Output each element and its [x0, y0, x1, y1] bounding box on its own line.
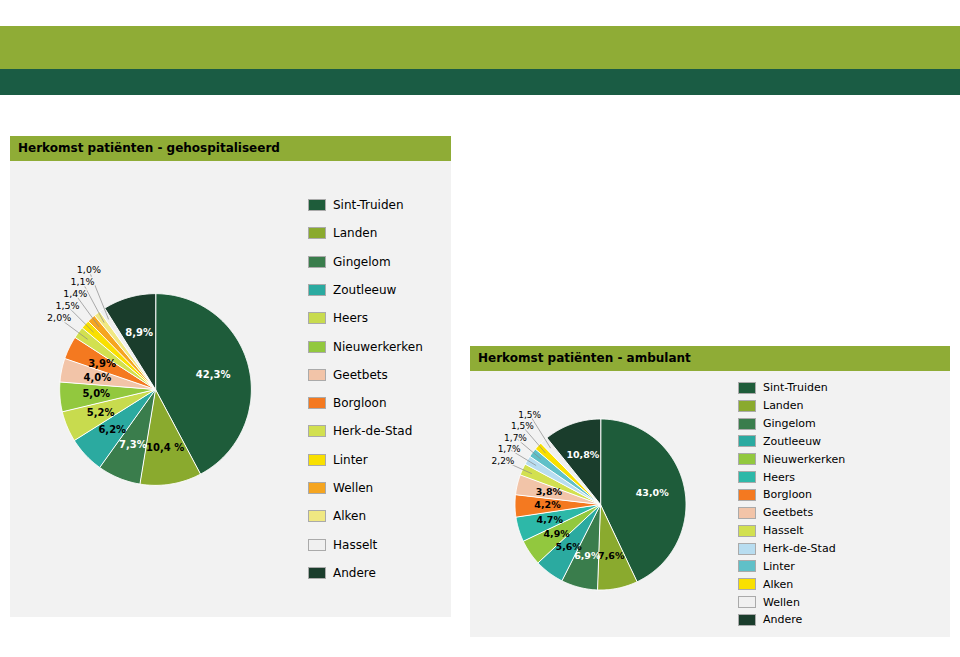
- html-text:Zoutleeuw: Zoutleeuw: [763, 435, 822, 448]
- html-text:Andere: Andere: [333, 565, 376, 580]
- svg-text:2,0%: 2,0%: [47, 312, 71, 323]
- svg-text:4,9%: 4,9%: [543, 528, 570, 539]
- svg-text:1,7%: 1,7%: [504, 433, 527, 443]
- svg-text:4,7%: 4,7%: [537, 514, 564, 525]
- html-text:Herk-de-Stad: Herk-de-Stad: [333, 424, 413, 439]
- svg-text:6,2%: 6,2%: [98, 424, 126, 435]
- svg-text:1,7%: 1,7%: [498, 444, 521, 454]
- svg-text:1,0%: 1,0%: [77, 264, 101, 275]
- html-text:Alken: Alken: [333, 509, 367, 524]
- html-text:Linter: Linter: [333, 452, 368, 467]
- svg-text:2,2%: 2,2%: [492, 456, 515, 466]
- svg-text:3,9%: 3,9%: [88, 358, 116, 369]
- svg-text:1,5%: 1,5%: [518, 410, 541, 420]
- html-text:Heers: Heers: [333, 311, 368, 326]
- svg-text:7,6%: 7,6%: [598, 550, 625, 561]
- html-text:Landen: Landen: [763, 399, 804, 413]
- svg-text:4,0%: 4,0%: [83, 372, 111, 383]
- html-text:Andere: Andere: [763, 613, 803, 627]
- svg-text:43,0%: 43,0%: [636, 487, 669, 498]
- html-text:Geetbets: Geetbets: [333, 367, 388, 382]
- svg-text:8,9%: 8,9%: [125, 327, 153, 338]
- html-text:Wellen: Wellen: [333, 481, 374, 495]
- html-text:Sint-Truiden: Sint-Truiden: [763, 381, 828, 395]
- html-text:Herkomst patiënten - gehospita: Herkomst patiënten - gehospitaliseerd: [18, 141, 280, 155]
- svg-text:1,5%: 1,5%: [55, 300, 79, 311]
- html-text:Zoutleeuw: Zoutleeuw: [333, 283, 397, 297]
- html-text:Heers: Heers: [763, 470, 796, 484]
- html-text:Hasselt: Hasselt: [333, 537, 378, 552]
- html-text:Herkomst patiënten - ambulant: Herkomst patiënten - ambulant: [478, 351, 691, 365]
- html-text:Hasselt: Hasselt: [763, 524, 804, 538]
- html-text:Linter: Linter: [763, 559, 795, 573]
- svg-text:5,0%: 5,0%: [82, 388, 110, 399]
- html-text:Nieuwerkerken: Nieuwerkerken: [763, 452, 846, 466]
- svg-text:7,3%: 7,3%: [119, 439, 147, 450]
- svg-text:3,8%: 3,8%: [536, 486, 563, 497]
- html-text:Borgloon: Borgloon: [763, 488, 813, 502]
- svg-text:6,9%: 6,9%: [574, 549, 601, 561]
- svg-text:4,2%: 4,2%: [534, 499, 561, 510]
- html-text:Gingelom: Gingelom: [763, 417, 816, 431]
- html-text:Gingelom: Gingelom: [333, 254, 391, 269]
- html-text:Herk-de-Stad: Herk-de-Stad: [763, 542, 836, 555]
- html-text:Landen: Landen: [333, 226, 378, 241]
- html-text:Sint-Truiden: Sint-Truiden: [333, 198, 404, 213]
- svg-text:10,8%: 10,8%: [566, 449, 599, 460]
- svg-text:42,3%: 42,3%: [196, 369, 231, 380]
- html-text:Alken: Alken: [763, 577, 794, 591]
- svg-text:10,4 %: 10,4 %: [146, 442, 184, 453]
- html-text:Borgloon: Borgloon: [333, 396, 387, 411]
- svg-text:1,4%: 1,4%: [63, 288, 87, 299]
- svg-text:5,6%: 5,6%: [556, 541, 583, 552]
- html-text:Wellen: Wellen: [763, 595, 800, 609]
- html-text:Nieuwerkerken: Nieuwerkerken: [333, 339, 423, 354]
- svg-text:5,2%: 5,2%: [87, 407, 115, 418]
- svg-text:1,5%: 1,5%: [511, 421, 534, 431]
- html-text:Geetbets: Geetbets: [763, 506, 814, 520]
- svg-text:1,1%: 1,1%: [70, 276, 94, 287]
